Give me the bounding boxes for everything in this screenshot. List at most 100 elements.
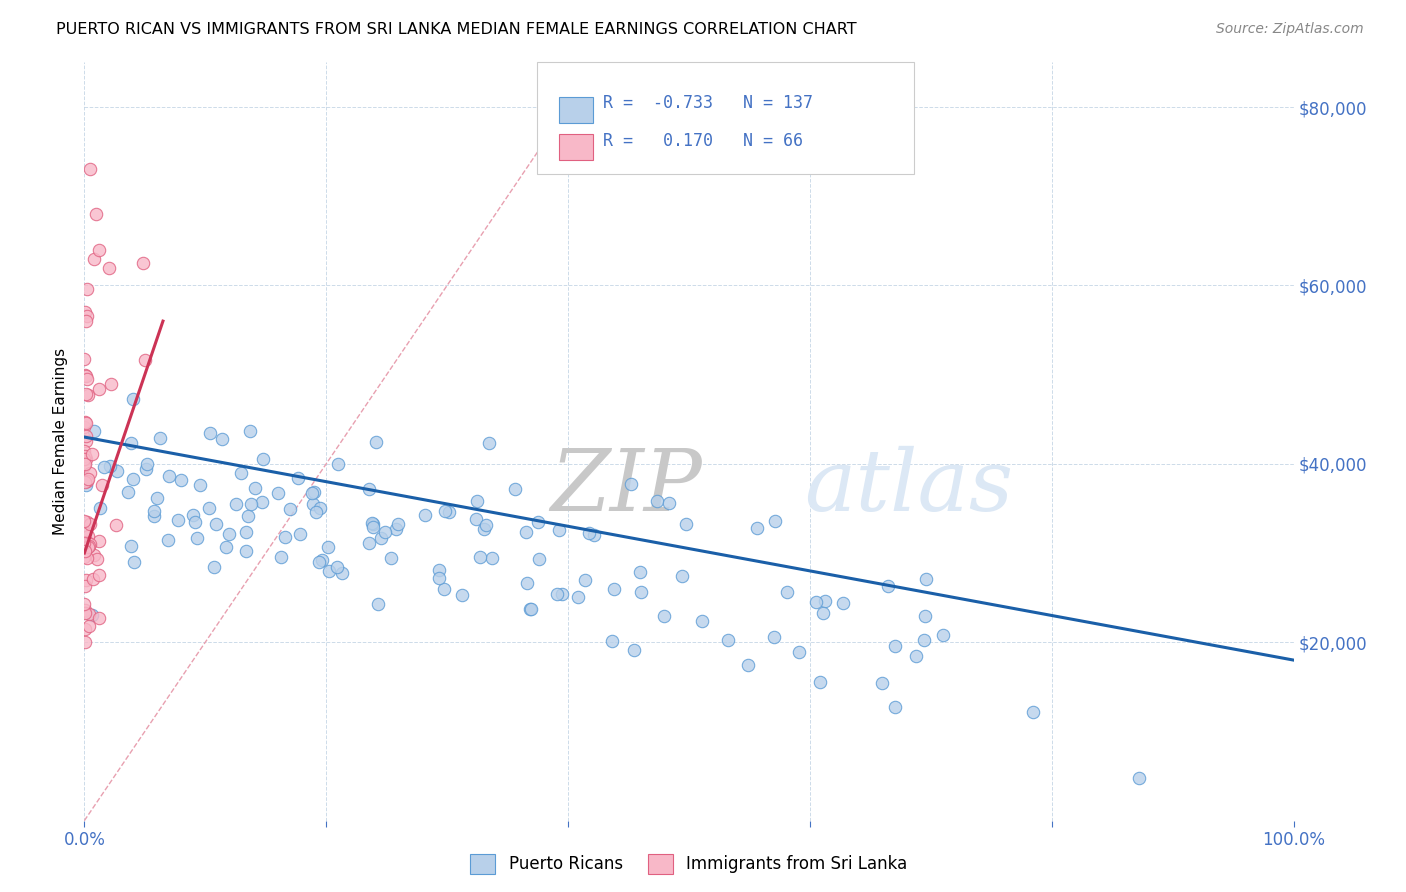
Point [551, 587, 574, 601]
Point [105, 464, 128, 478]
Point [477, 436, 499, 450]
Point [302, 484, 325, 499]
Point [451, 588, 474, 602]
Point [76, 550, 98, 565]
Point [600, 634, 623, 648]
Point [267, 486, 290, 500]
Text: R =  -0.733   N = 137: R = -0.733 N = 137 [603, 94, 813, 112]
Point [832, 596, 855, 610]
Point [357, 536, 380, 550]
Point [83, 252, 105, 266]
Point [290, 527, 312, 541]
Point [184, 515, 207, 529]
Text: atlas: atlas [804, 446, 1012, 528]
Point [583, 527, 606, 541]
Point [304, 505, 326, 519]
Point [1128, 771, 1150, 785]
Point [363, 517, 385, 532]
Point [97, 260, 120, 275]
Point [117, 485, 139, 500]
Point [218, 527, 240, 541]
Point [76, 429, 98, 443]
Point [806, 595, 828, 609]
Point [93, 459, 115, 474]
Point [548, 523, 571, 537]
Point [326, 559, 349, 574]
Text: R =   0.170   N = 66: R = 0.170 N = 66 [603, 132, 803, 150]
Point [465, 512, 488, 526]
Point [76, 540, 98, 554]
Point [357, 482, 380, 496]
Point [546, 587, 568, 601]
Point [134, 353, 156, 368]
Point [75, 603, 97, 617]
Point [370, 531, 392, 545]
Text: Source: ZipAtlas.com: Source: ZipAtlas.com [1216, 22, 1364, 37]
Point [567, 590, 589, 604]
Point [503, 482, 526, 496]
Point [745, 521, 768, 535]
Point [124, 555, 146, 569]
Point [429, 571, 451, 585]
Point [763, 514, 786, 528]
Point [157, 469, 180, 483]
Point [870, 676, 893, 690]
Point [658, 496, 681, 510]
Point [789, 644, 811, 658]
Point [75, 478, 97, 492]
Point [252, 451, 274, 466]
Point [86, 552, 108, 566]
Point [876, 578, 898, 592]
Point [904, 648, 927, 663]
Point [76, 372, 98, 386]
Point [166, 513, 188, 527]
Point [73, 514, 96, 528]
Point [82, 572, 104, 586]
Point [623, 643, 645, 657]
Point [527, 552, 550, 566]
Point [470, 549, 492, 564]
Point [413, 508, 436, 522]
Point [73, 351, 96, 366]
Point [235, 525, 257, 540]
Point [122, 472, 145, 486]
Point [73, 524, 96, 539]
Point [527, 515, 550, 529]
Point [814, 594, 837, 608]
Point [235, 544, 257, 558]
Point [76, 310, 98, 324]
Point [87, 611, 110, 625]
Point [156, 533, 179, 547]
Point [374, 525, 396, 540]
Point [73, 458, 96, 473]
Point [434, 504, 457, 518]
Point [73, 420, 96, 434]
Point [236, 508, 259, 523]
Point [311, 552, 333, 566]
Point [83, 548, 105, 562]
Point [808, 674, 831, 689]
Point [433, 582, 456, 596]
Point [79, 516, 101, 531]
Point [76, 529, 98, 543]
Point [932, 628, 955, 642]
Point [183, 508, 205, 522]
Point [387, 516, 409, 531]
Point [278, 501, 301, 516]
Point [75, 368, 97, 383]
Point [87, 534, 110, 549]
Point [197, 501, 219, 516]
Point [75, 434, 97, 448]
Point [229, 467, 252, 481]
Point [131, 255, 153, 269]
Point [205, 516, 228, 531]
Point [75, 314, 97, 328]
Y-axis label: Median Female Earnings: Median Female Earnings [52, 348, 67, 535]
Point [75, 368, 97, 383]
Point [143, 509, 166, 524]
Point [73, 635, 96, 649]
Point [380, 551, 402, 566]
Point [302, 497, 325, 511]
Point [73, 416, 96, 430]
Point [186, 532, 208, 546]
